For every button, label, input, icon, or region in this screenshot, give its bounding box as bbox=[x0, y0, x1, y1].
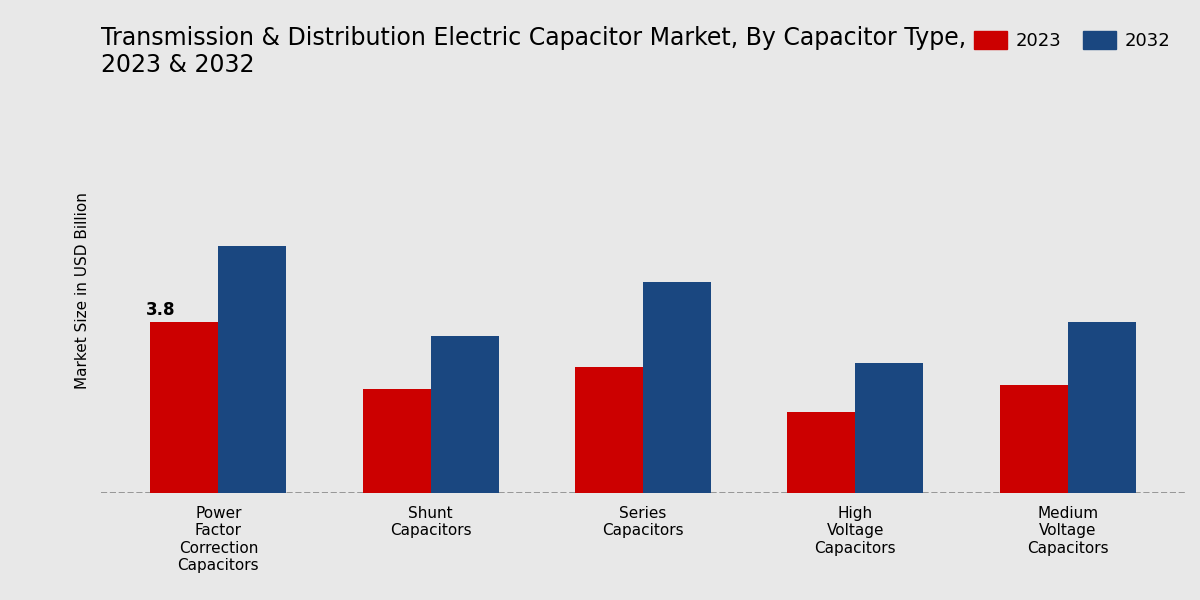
Bar bbox=[218, 246, 287, 493]
Y-axis label: Market Size in USD Billion: Market Size in USD Billion bbox=[74, 193, 90, 389]
Bar bbox=[856, 362, 923, 493]
Bar bbox=[150, 322, 218, 493]
Bar bbox=[643, 282, 712, 493]
Text: 3.8: 3.8 bbox=[146, 301, 176, 319]
Bar bbox=[1068, 322, 1135, 493]
Bar bbox=[787, 412, 856, 493]
Bar bbox=[431, 335, 499, 493]
Bar bbox=[575, 367, 643, 493]
Legend: 2023, 2032: 2023, 2032 bbox=[968, 26, 1176, 56]
Bar bbox=[1000, 385, 1068, 493]
Bar bbox=[362, 389, 431, 493]
Text: Transmission & Distribution Electric Capacitor Market, By Capacitor Type,
2023 &: Transmission & Distribution Electric Cap… bbox=[101, 26, 966, 77]
